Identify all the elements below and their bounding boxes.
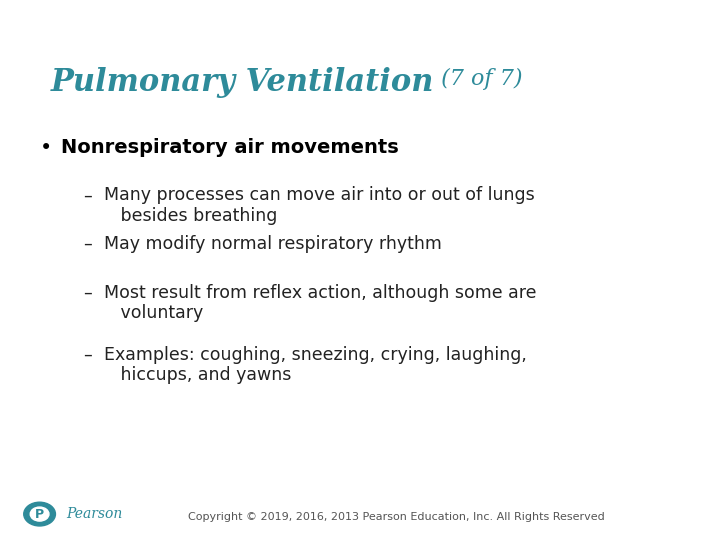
Text: •: • <box>40 138 52 158</box>
Text: Pulmonary Ventilation: Pulmonary Ventilation <box>50 68 433 98</box>
Text: –: – <box>83 186 91 204</box>
Text: –: – <box>83 346 91 363</box>
Circle shape <box>30 507 49 521</box>
Text: Copyright © 2019, 2016, 2013 Pearson Education, Inc. All Rights Reserved: Copyright © 2019, 2016, 2013 Pearson Edu… <box>188 512 604 522</box>
Text: Many processes can move air into or out of lungs
   besides breathing: Many processes can move air into or out … <box>104 186 535 225</box>
Text: Examples: coughing, sneezing, crying, laughing,
   hiccups, and yawns: Examples: coughing, sneezing, crying, la… <box>104 346 527 384</box>
Text: P: P <box>35 508 44 521</box>
Text: –: – <box>83 284 91 301</box>
Text: Pearson: Pearson <box>66 507 122 521</box>
Text: –: – <box>83 235 91 253</box>
Text: May modify normal respiratory rhythm: May modify normal respiratory rhythm <box>104 235 442 253</box>
Circle shape <box>24 502 55 526</box>
Text: Nonrespiratory air movements: Nonrespiratory air movements <box>61 138 399 157</box>
Text: (7 of 7): (7 of 7) <box>433 68 522 90</box>
Text: Most result from reflex action, although some are
   voluntary: Most result from reflex action, although… <box>104 284 537 322</box>
